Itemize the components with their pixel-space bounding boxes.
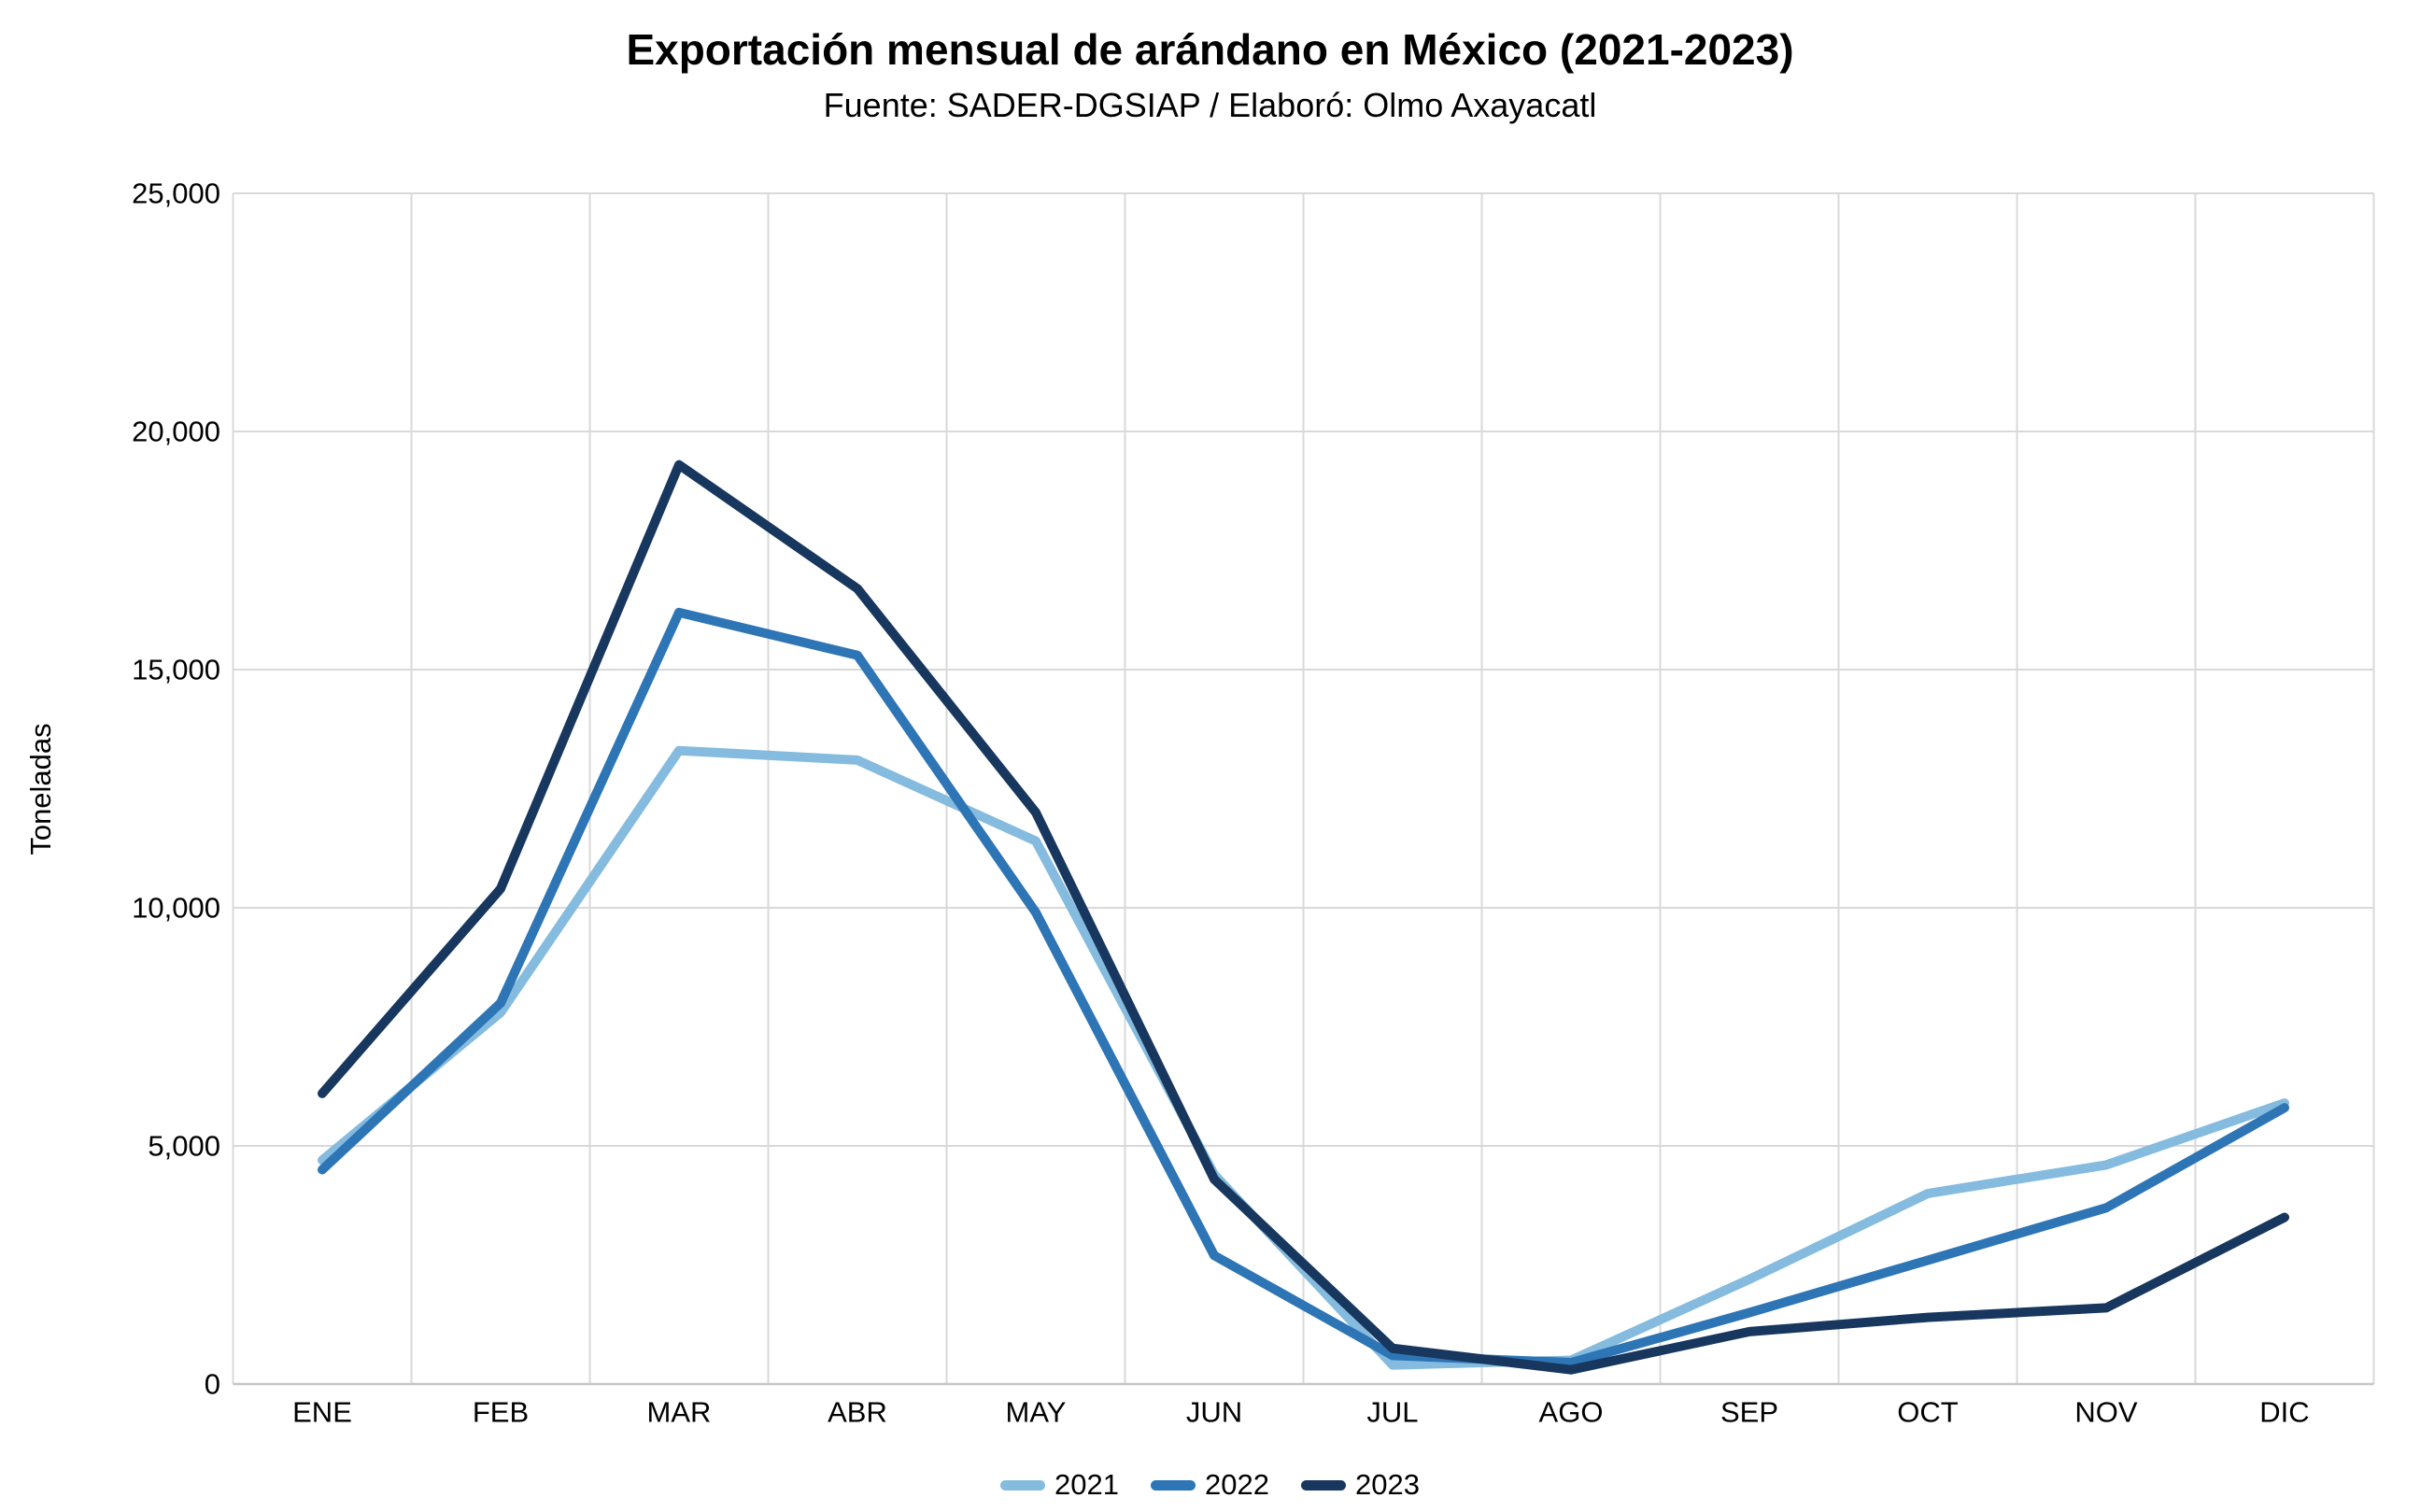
x-tick-label-MAY: MAY: [1006, 1396, 1067, 1429]
legend-swatch-2022: [1151, 1479, 1196, 1491]
series-line-2022: [318, 607, 2289, 1368]
legend: 2021 2022 2023: [0, 1468, 2420, 1502]
legend-label-2022: 2022: [1205, 1468, 1269, 1501]
y-tick-label-20000: 20,000: [132, 416, 220, 448]
legend-item-2021: 2021: [1000, 1468, 1119, 1502]
x-tick-label-ENE: ENE: [292, 1396, 352, 1429]
axis-labels-group: 0 5,000 10,000 15,000 20,000 25,000 ENE FEB MAR A…: [132, 177, 2310, 1429]
legend-swatch-2021: [1000, 1479, 1046, 1491]
x-tick-label-JUN: JUN: [1186, 1396, 1242, 1429]
x-tick-label-MAR: MAR: [647, 1396, 712, 1429]
x-tick-label-DIC: DIC: [2259, 1396, 2309, 1429]
legend-label-2021: 2021: [1054, 1468, 1120, 1501]
legend-item-2022: 2022: [1151, 1468, 1269, 1502]
legend-label-2023: 2023: [1354, 1468, 1420, 1501]
series-line-2023: [318, 459, 2289, 1375]
x-tick-label-SEP: SEP: [1720, 1396, 1778, 1429]
legend-swatch-2023: [1300, 1479, 1346, 1491]
legend-item-2023: 2023: [1300, 1468, 1420, 1502]
x-tick-label-AGO: AGO: [1539, 1396, 1604, 1429]
gridlines-group: [232, 192, 2375, 1386]
y-tick-label-15000: 15,000: [132, 654, 220, 686]
y-tick-label-25000: 25,000: [132, 177, 220, 210]
y-tick-label-10000: 10,000: [132, 892, 220, 925]
x-tick-label-NOV: NOV: [2074, 1396, 2138, 1429]
x-tick-label-JUL: JUL: [1366, 1396, 1418, 1429]
x-tick-label-ABR: ABR: [828, 1396, 887, 1429]
y-tick-label-5000: 5,000: [148, 1130, 220, 1163]
chart-title: Exportación mensual de arándano en Méxic…: [626, 25, 1794, 74]
y-tick-label-0: 0: [205, 1368, 220, 1401]
series-lines-group: [318, 459, 2289, 1375]
chart-subtitle: Fuente: SADER-DGSIAP / Elaboró: Olmo Axa…: [823, 86, 1597, 124]
x-tick-label-FEB: FEB: [473, 1396, 529, 1429]
x-tick-label-OCT: OCT: [1897, 1396, 1959, 1429]
